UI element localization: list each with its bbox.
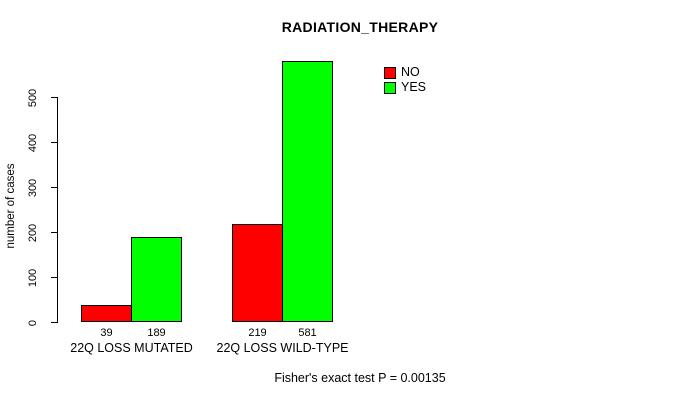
y-tick-label: 0 <box>27 319 39 326</box>
y-tick-label: 400 <box>27 133 39 152</box>
y-tick <box>51 97 57 98</box>
x-group-label: 22Q LOSS MUTATED <box>70 341 193 355</box>
legend-row: NO <box>384 66 426 79</box>
legend-swatch-yes <box>384 81 396 94</box>
bar-no-group1 <box>81 304 132 323</box>
bar-yes-group2 <box>282 61 333 323</box>
legend-label: YES <box>401 80 427 94</box>
bar-value-label: 189 <box>147 327 166 339</box>
y-tick <box>51 232 57 233</box>
y-axis-label: number of cases <box>5 163 17 249</box>
y-tick-label: 300 <box>27 178 39 197</box>
y-tick <box>51 142 57 143</box>
y-tick <box>51 322 57 323</box>
bar-yes-group1 <box>131 237 182 323</box>
y-tick-label: 100 <box>27 268 39 287</box>
y-tick-label: 500 <box>27 88 39 107</box>
legend: NO YES <box>384 66 426 94</box>
y-tick-label: 200 <box>27 223 39 242</box>
bar-value-label: 219 <box>248 327 267 339</box>
legend-swatch-no <box>384 66 396 79</box>
bar-value-label: 39 <box>100 327 113 339</box>
x-group-label: 22Q LOSS WILD-TYPE <box>216 341 349 355</box>
bar-value-label: 581 <box>298 327 317 339</box>
bar-no-group2 <box>232 223 283 323</box>
y-tick <box>51 277 57 278</box>
chart-title: RADIATION_THERAPY <box>281 19 439 35</box>
y-tick <box>51 187 57 188</box>
legend-row: YES <box>384 81 426 94</box>
y-axis-line <box>57 97 58 323</box>
legend-label: NO <box>401 65 420 79</box>
footnote-text: Fisher's exact test P = 0.00135 <box>274 371 446 385</box>
